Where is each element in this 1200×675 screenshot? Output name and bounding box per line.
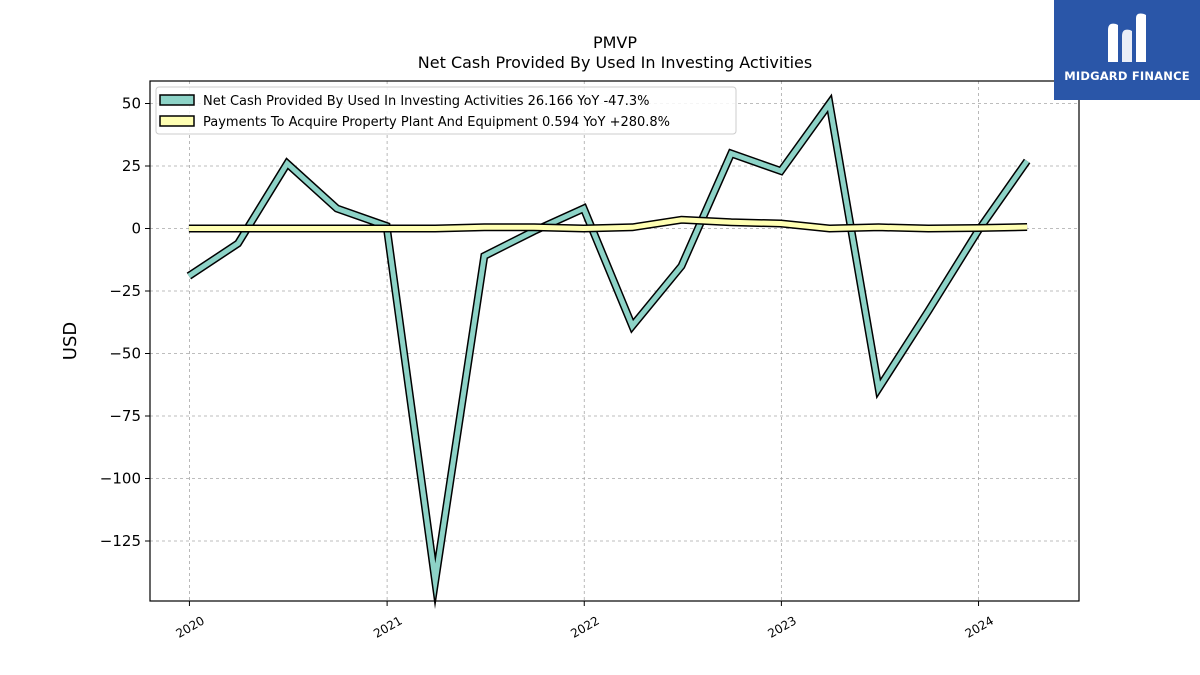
series-lines	[186, 93, 1031, 610]
legend-swatch-1	[159, 115, 195, 127]
y-tick-label: 25	[122, 157, 141, 175]
y-axis-label: USD	[60, 322, 81, 360]
x-tick-label: 2022	[568, 613, 601, 640]
x-tick-label: 2020	[173, 613, 206, 640]
legend: Net Cash Provided By Used In Investing A…	[155, 86, 737, 135]
y-tick-label: −75	[109, 407, 141, 425]
chart-subtitle: Net Cash Provided By Used In Investing A…	[418, 53, 812, 72]
x-tick-label: 2023	[765, 613, 798, 640]
y-tick-label: 50	[122, 95, 141, 113]
legend-label-0: Net Cash Provided By Used In Investing A…	[203, 94, 649, 109]
series-line-0	[187, 97, 1030, 599]
x-axis: 2020 2021 2022 2023 2024	[173, 601, 996, 641]
x-tick-label: 2021	[371, 613, 404, 640]
legend-swatch-0	[159, 94, 195, 106]
y-tick-label: −100	[100, 470, 141, 488]
brand-logo: MIDGARD FINANCE	[1054, 0, 1200, 100]
y-tick-label: −25	[109, 282, 141, 300]
legend-box	[155, 86, 737, 135]
x-tick-label: 2024	[963, 613, 996, 640]
grid	[150, 81, 1079, 601]
series-line-1	[188, 217, 1028, 232]
y-tick-label: −50	[109, 345, 141, 363]
midgard-logo-icon	[1108, 13, 1146, 63]
y-tick-label: −125	[100, 532, 141, 550]
plot-frame	[149, 80, 1080, 602]
series-line-outline-0	[186, 93, 1031, 610]
legend-label-1: Payments To Acquire Property Plant And E…	[203, 115, 670, 130]
y-axis: 50 25 0 −25 −50 −75 −100 −125	[100, 95, 150, 550]
y-tick-label: 0	[131, 220, 141, 238]
chart-title: PMVP	[593, 33, 637, 52]
brand-name: MIDGARD FINANCE	[1064, 69, 1190, 83]
